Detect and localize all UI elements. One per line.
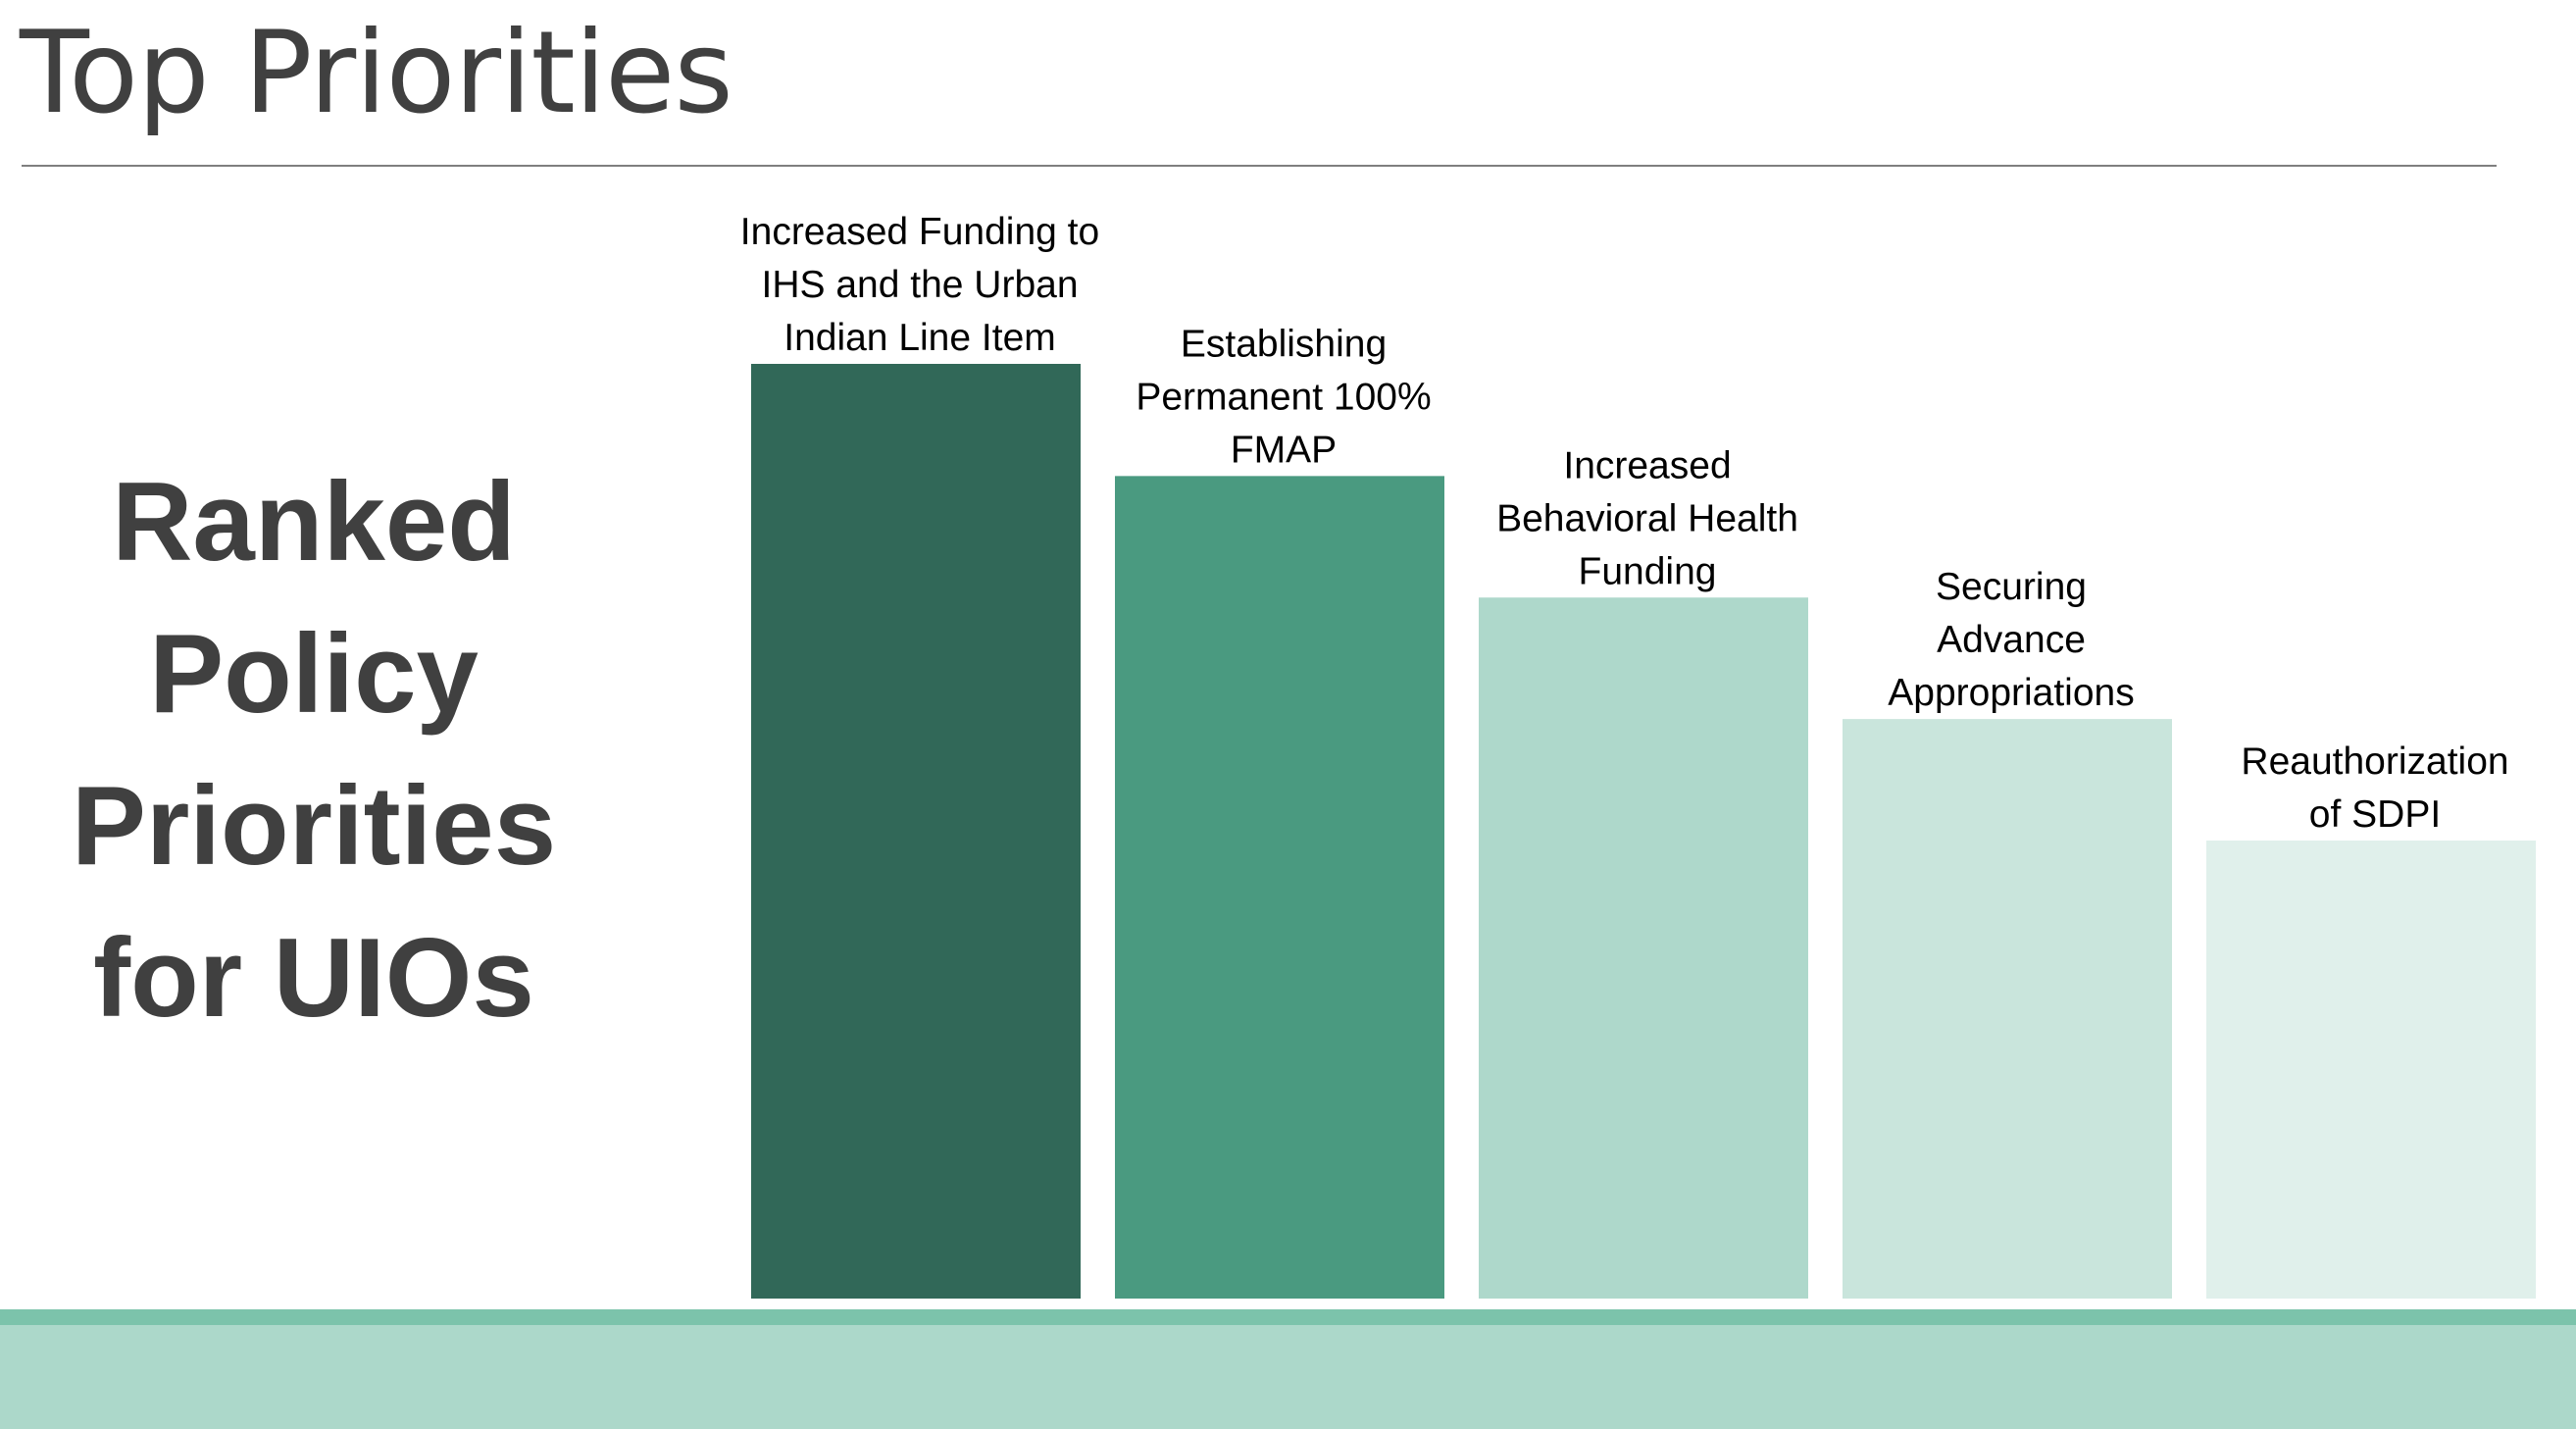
footer-band [0,1325,2576,1429]
bar-label-5-line-2: of SDPI [2309,793,2441,836]
side-heading: Ranked Policy Priorities for UIOs [29,446,598,1054]
side-heading-line-4: for UIOs [93,916,534,1041]
side-heading-line-3: Priorities [71,764,557,889]
bar-label-2-line-2: Permanent 100% [1136,376,1431,418]
bar-label-3-line-2: Behavioral Health [1496,497,1798,539]
bar-label-5: Reauthorization of SDPI [2241,740,2508,836]
bar-3 [1479,597,1808,1299]
bar-label-2: Establishing Permanent 100% FMAP [1136,323,1431,471]
bar-label-1-line-2: IHS and the Urban [761,264,1078,306]
bar-label-1: Increased Funding to IHS and the Urban Ind… [740,211,1099,359]
bar-label-2-line-3: FMAP [1231,429,1337,471]
bar-label-1-line-3: Indian Line Item [783,317,1056,359]
bar-label-4-line-1: Securing [1936,566,2087,608]
bar-5 [2206,841,2536,1299]
bar-label-3-line-1: Increased [1563,444,1731,486]
bar-label-3: Increased Behavioral Health Funding [1496,444,1798,592]
bar-4 [1843,719,2172,1299]
bar-label-4-line-2: Advance [1937,619,2086,661]
slide-title: Top Priorities [20,7,733,139]
footer-stripe [0,1309,2576,1325]
title-divider [22,165,2497,167]
bar-label-4: Securing Advance Appropriations [1888,566,2134,714]
bar-label-5-line-1: Reauthorization [2241,740,2508,783]
bar-label-3-line-3: Funding [1579,550,1717,592]
bar-label-2-line-1: Establishing [1181,323,1387,365]
bar-label-1-line-1: Increased Funding to [740,211,1099,253]
bar-label-4-line-3: Appropriations [1888,672,2134,714]
bar-1 [751,364,1081,1299]
side-heading-line-1: Ranked [112,460,516,585]
side-heading-line-2: Policy [149,612,479,737]
bar-2 [1115,476,1444,1299]
